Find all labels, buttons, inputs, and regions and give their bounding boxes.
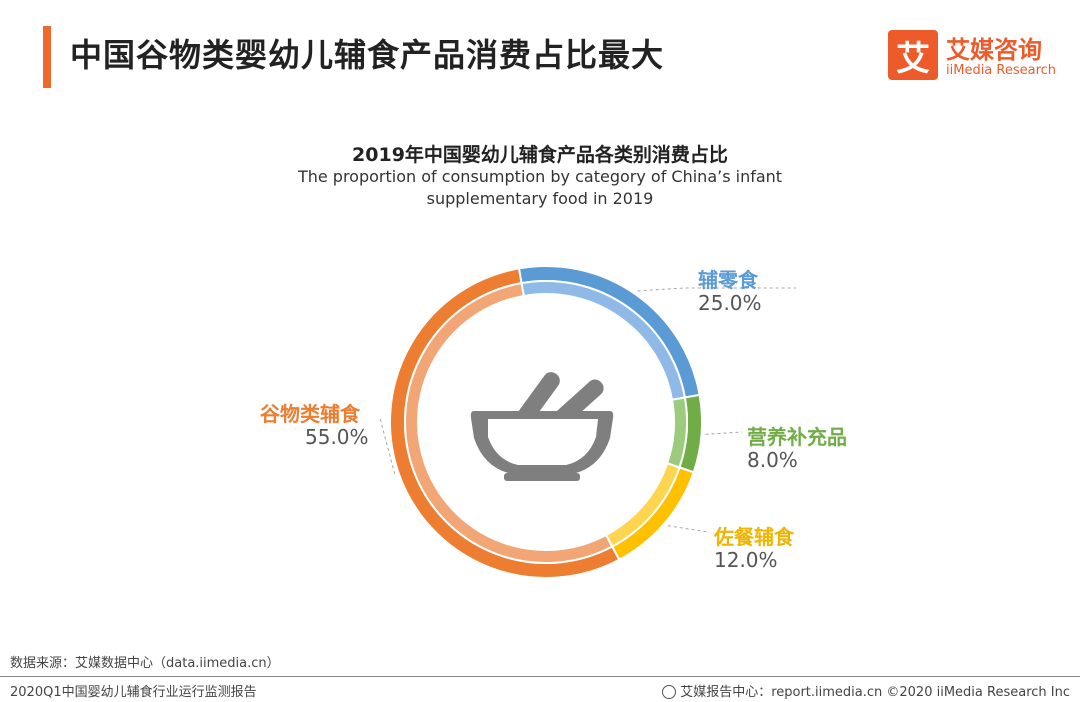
- leader-line-supplements: [705, 431, 743, 435]
- brand-logo[interactable]: 艾 艾媒咨询 iiMedia Research: [888, 30, 1068, 84]
- slice-label-meal-side: 佐餐辅食: [714, 525, 794, 549]
- logo-mark-icon: 艾: [888, 30, 938, 80]
- leader-line-meal-side: [667, 525, 709, 533]
- data-source: 数据来源：艾媒数据中心（data.iimedia.cn）: [10, 656, 280, 671]
- leader-line-cereal: [379, 417, 396, 475]
- bowl-chopsticks-icon: [470, 372, 614, 481]
- slice-cereal-inner: [404, 281, 614, 564]
- footer-divider: [0, 676, 1080, 677]
- slice-label-cereal: 谷物类辅食: [260, 402, 360, 426]
- slice-value-cereal: 55.0%: [305, 425, 369, 449]
- report-name: 2020Q1中国婴幼儿辅食行业运行监测报告: [10, 685, 257, 700]
- chart-title: 2019年中国婴幼儿辅食产品各类别消费占比: [352, 144, 728, 166]
- report-center-text: 艾媒报告中心：report.iimedia.cn ©2020 iiMedia R…: [680, 685, 1070, 700]
- slice-value-supplements: 8.0%: [747, 448, 798, 472]
- logo-name-cn: 艾媒咨询: [946, 36, 1042, 64]
- leader-line-snacks: [637, 287, 796, 292]
- chart-subtitle: The proportion of consumption by categor…: [297, 167, 783, 208]
- report-center[interactable]: 艾媒报告中心：report.iimedia.cn ©2020 iiMedia R…: [662, 681, 1070, 700]
- logo-name-en: iiMedia Research: [946, 63, 1057, 78]
- slice-label-snacks: 辅零食: [698, 268, 758, 292]
- title-accent-bar: [43, 26, 51, 88]
- globe-icon: [662, 685, 677, 699]
- slice-value-meal-side: 12.0%: [714, 548, 778, 572]
- slice-label-supplements: 营养补充品: [747, 425, 847, 449]
- slice-value-snacks: 25.0%: [698, 291, 762, 315]
- page-title: 中国谷物类婴幼儿辅食产品消费占比最大: [70, 36, 665, 74]
